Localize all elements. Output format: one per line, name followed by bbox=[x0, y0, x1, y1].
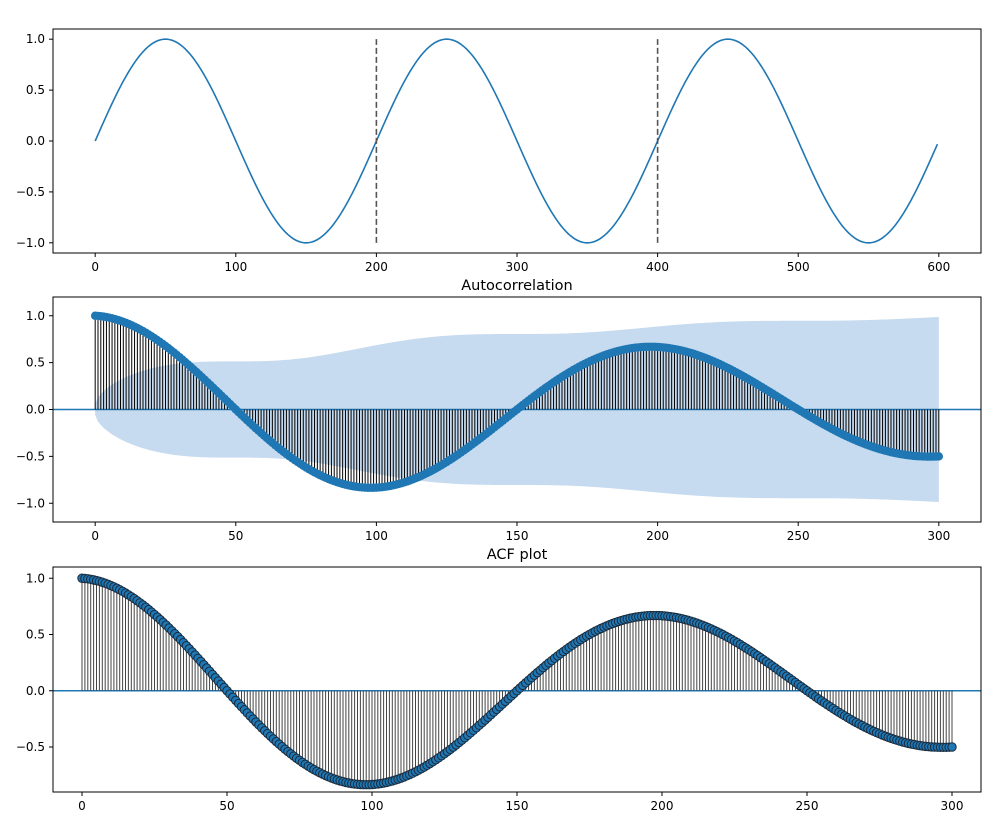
autocorrelation-y-tick-label: −1.0 bbox=[16, 496, 45, 510]
acf-x-tick-label: 0 bbox=[78, 799, 86, 813]
acf-y-tick-label: 1.0 bbox=[26, 571, 45, 585]
sine-x-tick-label: 100 bbox=[224, 260, 247, 274]
sine-y-tick-label: 1.0 bbox=[26, 32, 45, 46]
sine-plot-area bbox=[94, 38, 939, 244]
autocorrelation-ticks: 0 50 100 150 200 250 300 −1.0 −0.5 0.0 0.5 1.0 bbox=[16, 309, 950, 543]
sine-x-tick-label: 200 bbox=[365, 260, 388, 274]
sine-y-tick-label: −0.5 bbox=[16, 185, 45, 199]
autocorrelation-x-tick-label: 0 bbox=[91, 529, 99, 543]
acf-plot-title: ACF plot bbox=[487, 547, 548, 563]
acf-plot-panel: ACF plot 0 50 100 150 200 250 300 −0.5 0.0 0.5 1.0 bbox=[16, 547, 982, 813]
sine-y-tick-label: 0.5 bbox=[26, 83, 45, 97]
sine-x-tick-label: 0 bbox=[91, 260, 99, 274]
acf-x-tick-label: 150 bbox=[506, 799, 529, 813]
autocorrelation-title: Autocorrelation bbox=[461, 278, 572, 294]
acf-y-tick-label: 0.5 bbox=[26, 628, 45, 642]
acf-plot-area bbox=[53, 573, 981, 790]
autocorrelation-panel: Autocorrelation 0 50 100 150 200 250 300 −1.0 −0… bbox=[16, 278, 982, 543]
autocorrelation-y-tick-label: 0.5 bbox=[26, 356, 45, 370]
sine-y-tick-label: 0.0 bbox=[26, 134, 45, 148]
autocorrelation-y-tick-label: 0.0 bbox=[26, 403, 45, 417]
autocorrelation-x-tick-label: 150 bbox=[506, 529, 529, 543]
autocorrelation-plot-area bbox=[53, 311, 981, 502]
sine-x-tick-label: 300 bbox=[506, 260, 529, 274]
acf-marker bbox=[934, 452, 944, 461]
acf-x-tick-label: 50 bbox=[219, 799, 234, 813]
autocorrelation-y-tick-label: −0.5 bbox=[16, 449, 45, 463]
acf-x-tick-label: 250 bbox=[796, 799, 819, 813]
sine-ticks: 0 100 200 300 400 500 600 −1.0 −0.5 0.0 0.5 1.0 bbox=[16, 32, 950, 274]
sine-x-tick-label: 500 bbox=[787, 260, 810, 274]
acf-ticks: 0 50 100 150 200 250 300 −0.5 0.0 0.5 1.0 bbox=[16, 571, 964, 813]
sine-y-tick-label: −1.0 bbox=[16, 236, 45, 250]
sine-x-tick-label: 400 bbox=[646, 260, 669, 274]
autocorrelation-x-tick-label: 100 bbox=[365, 529, 388, 543]
autocorrelation-x-tick-label: 50 bbox=[228, 529, 243, 543]
acf-x-tick-label: 100 bbox=[361, 799, 384, 813]
sine-series-line bbox=[94, 38, 939, 244]
sine-series-panel: 0 100 200 300 400 500 600 −1.0 −0.5 0.0 0.5 1.0 bbox=[16, 28, 982, 274]
acf-y-tick-label: 0.0 bbox=[26, 684, 45, 698]
acf-marker bbox=[947, 742, 957, 752]
acf-x-tick-label: 200 bbox=[651, 799, 674, 813]
acf-x-tick-label: 300 bbox=[941, 799, 964, 813]
autocorrelation-x-tick-label: 300 bbox=[927, 529, 950, 543]
autocorrelation-x-tick-label: 200 bbox=[646, 529, 669, 543]
acf-y-tick-label: −0.5 bbox=[16, 740, 45, 754]
sine-x-tick-label: 600 bbox=[927, 260, 950, 274]
autocorrelation-x-tick-label: 250 bbox=[787, 529, 810, 543]
autocorrelation-y-tick-label: 1.0 bbox=[26, 309, 45, 323]
